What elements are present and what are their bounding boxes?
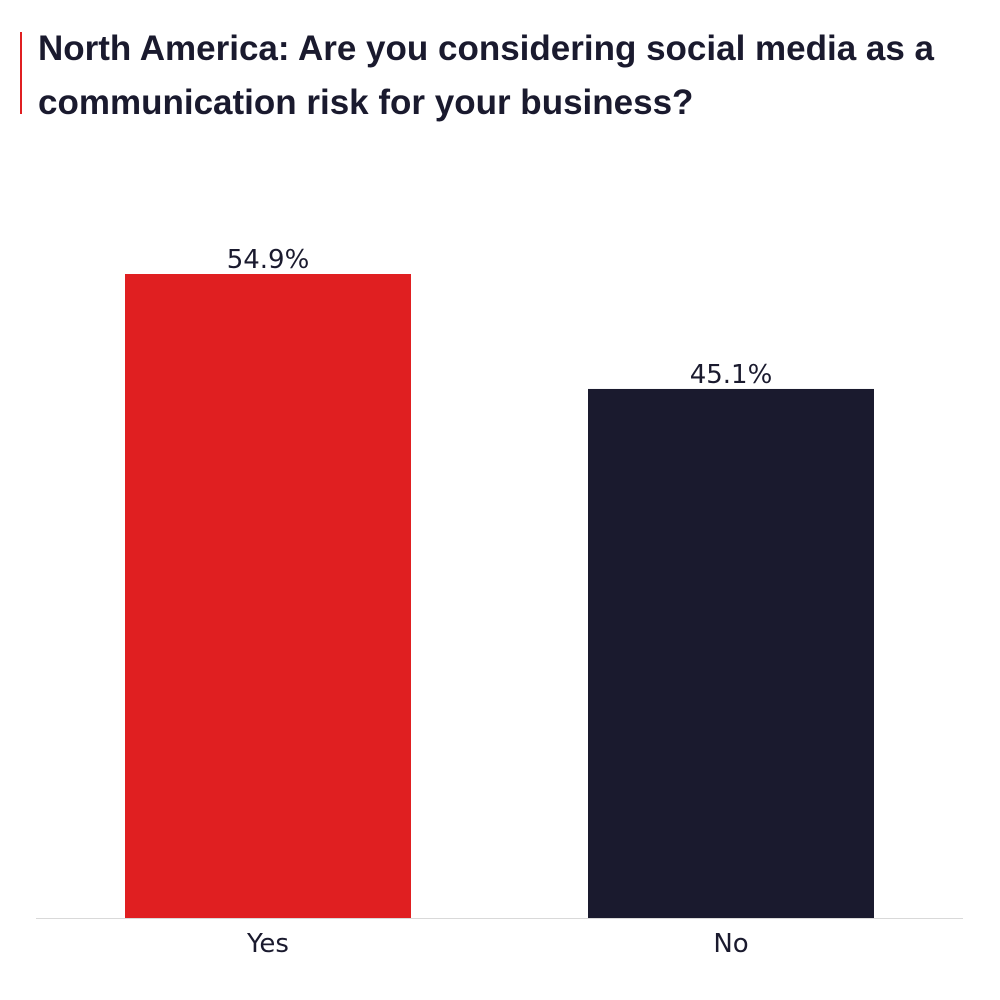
category-label-yes: Yes: [246, 929, 289, 959]
bar-no: [588, 388, 874, 918]
title-accent-rule: [20, 32, 22, 114]
chart-title: North America: Are you considering socia…: [38, 29, 935, 122]
bars-layer: 54.9% Yes 45.1% No: [125, 245, 874, 959]
value-label-yes: 54.9%: [227, 245, 310, 275]
value-label-no: 45.1%: [690, 360, 773, 390]
category-label-no: No: [713, 929, 748, 959]
bar-yes: [125, 274, 411, 918]
